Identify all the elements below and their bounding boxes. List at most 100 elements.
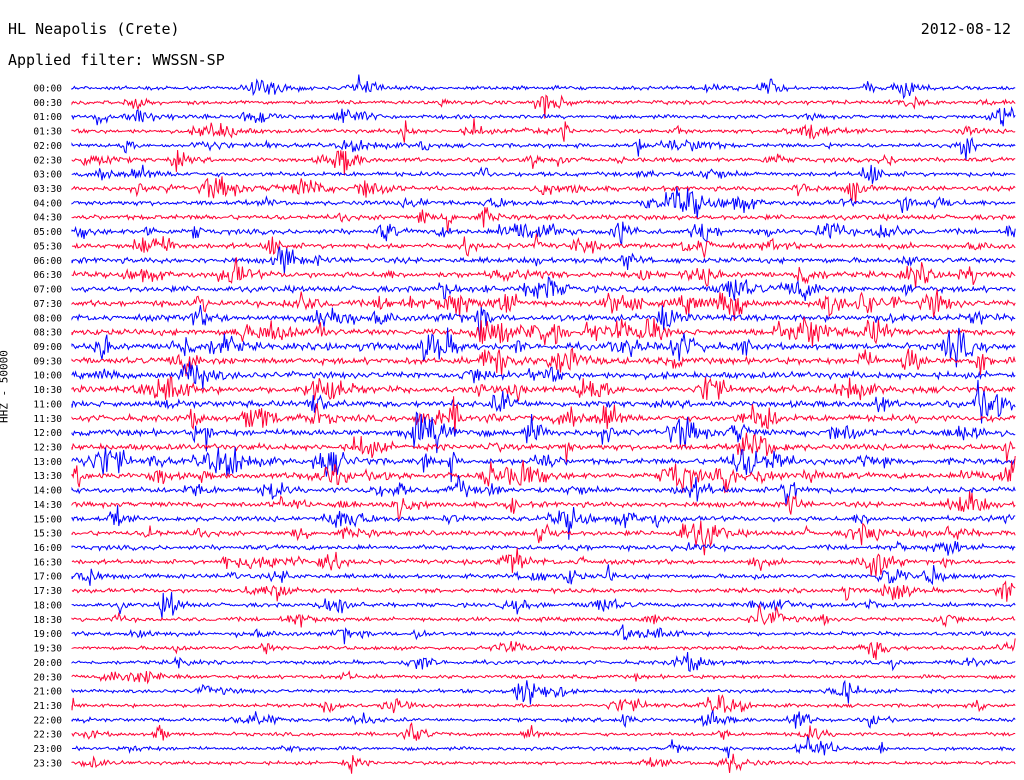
tick-label: 03:30 <box>33 184 62 195</box>
trace-line <box>71 651 1016 673</box>
trace-line <box>71 604 1016 628</box>
tick-label: 18:00 <box>33 600 62 611</box>
trace-line <box>71 580 1016 602</box>
trace-line <box>71 432 1016 463</box>
trace-line <box>71 474 1016 505</box>
tick-label: 04:30 <box>33 213 62 224</box>
trace-line <box>71 735 1016 759</box>
tick-label: 21:30 <box>33 701 62 712</box>
tick-label: 15:00 <box>33 514 62 525</box>
trace-line <box>71 694 1016 714</box>
trace-line <box>71 327 1016 368</box>
tick-label: 15:30 <box>33 529 62 540</box>
tick-label: 02:00 <box>33 141 62 152</box>
trace-line <box>71 710 1016 729</box>
station-title: HL Neapolis (Crete) <box>8 20 180 38</box>
tick-label: 22:00 <box>33 715 62 726</box>
tick-label: 12:00 <box>33 428 62 439</box>
trace-line <box>71 221 1016 246</box>
trace-line <box>71 94 1016 119</box>
tick-label: 14:30 <box>33 500 62 511</box>
trace-line <box>71 520 1016 556</box>
tick-label: 00:00 <box>33 84 62 95</box>
trace-line <box>71 379 1016 424</box>
tick-label: 13:30 <box>33 471 62 482</box>
tick-label: 21:00 <box>33 687 62 698</box>
trace-line <box>71 257 1016 289</box>
trace-line <box>71 592 1016 619</box>
trace-line <box>71 361 1016 390</box>
tick-label: 12:30 <box>33 443 62 454</box>
tick-labels: 00:00 00:30 01:00 01:30 02:00 02:30 03:00 03:30… <box>33 84 62 770</box>
trace-line <box>71 207 1016 233</box>
trace-line <box>71 74 1016 100</box>
trace-line <box>71 305 1016 342</box>
trace-line <box>71 564 1016 586</box>
trace-line <box>71 540 1016 556</box>
tick-label: 17:30 <box>33 586 62 597</box>
tick-label: 06:00 <box>33 256 62 267</box>
trace-line <box>71 505 1016 540</box>
tick-label: 19:00 <box>33 629 62 640</box>
tick-label: 03:00 <box>33 170 62 181</box>
tick-label: 08:00 <box>33 313 62 324</box>
tick-label: 18:30 <box>33 615 62 626</box>
tick-label: 16:30 <box>33 557 62 568</box>
trace-line <box>71 547 1016 577</box>
tick-label: 02:30 <box>33 155 62 166</box>
tick-label: 05:30 <box>33 241 62 252</box>
tick-label: 22:30 <box>33 730 62 741</box>
tick-label: 10:30 <box>33 385 62 396</box>
trace-line <box>71 136 1016 161</box>
tick-label: 23:00 <box>33 744 62 755</box>
tick-label: 23:30 <box>33 758 62 769</box>
trace-line <box>71 679 1016 705</box>
trace-line <box>71 246 1016 275</box>
tick-label: 07:00 <box>33 285 62 296</box>
trace-line <box>71 186 1016 220</box>
trace-line <box>71 176 1016 204</box>
trace-line <box>71 491 1016 520</box>
trace-line <box>71 276 1016 301</box>
date-label: 2012-08-12 <box>920 20 1011 38</box>
tick-label: 17:00 <box>33 572 62 583</box>
tick-label: 11:00 <box>33 399 62 410</box>
trace-line <box>71 638 1016 660</box>
tick-label: 04:00 <box>33 198 62 209</box>
trace-line <box>71 753 1016 774</box>
trace-line <box>71 233 1016 258</box>
trace-line <box>71 316 1016 347</box>
tick-label: 05:00 <box>33 227 62 238</box>
trace-line <box>71 164 1016 184</box>
filter-label: Applied filter: WWSSN-SP <box>8 51 225 69</box>
tick-label: 08:30 <box>33 328 62 339</box>
tick-label: 06:30 <box>33 270 62 281</box>
tick-label: 10:00 <box>33 371 62 382</box>
trace-line <box>71 149 1016 176</box>
tick-label: 16:00 <box>33 543 62 554</box>
trace-line <box>71 624 1016 645</box>
tick-label: 20:00 <box>33 658 62 669</box>
tick-label: 11:30 <box>33 414 62 425</box>
trace-line <box>71 347 1016 377</box>
tick-label: 09:30 <box>33 356 62 367</box>
trace-line <box>71 455 1016 494</box>
trace-line <box>71 446 1016 483</box>
tick-label: 20:30 <box>33 672 62 683</box>
trace-lines <box>71 74 1016 774</box>
tick-label: 01:30 <box>33 127 62 138</box>
trace-line <box>71 289 1016 321</box>
trace-line <box>71 670 1016 685</box>
trace-line <box>71 411 1016 454</box>
tick-label: 09:00 <box>33 342 62 353</box>
trace-line <box>71 105 1016 127</box>
tick-label: 13:00 <box>33 457 62 468</box>
trace-line <box>71 396 1016 435</box>
tick-label: 01:00 <box>33 112 62 123</box>
trace-line <box>71 722 1016 741</box>
tick-label: 07:30 <box>33 299 62 310</box>
tick-label: 14:00 <box>33 486 62 497</box>
tick-label: 19:30 <box>33 644 62 655</box>
trace-line <box>71 118 1016 143</box>
